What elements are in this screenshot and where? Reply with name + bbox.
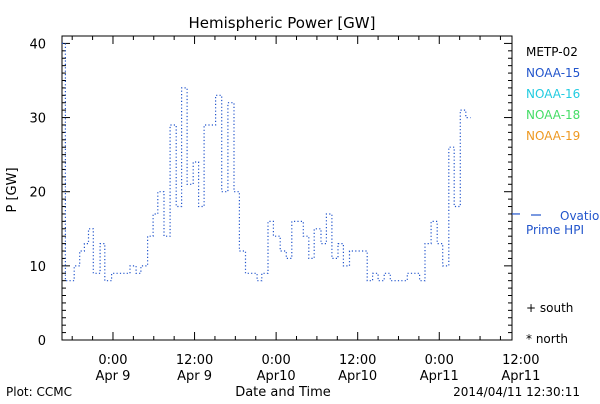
chart-title: Hemispheric Power [GW] [189, 14, 376, 32]
x-tick-label: 0:00 [262, 353, 291, 368]
x-tick-date-label: Apr 9 [177, 369, 212, 384]
y-tick-label: 40 [29, 37, 46, 52]
x-tick-date-label: Apr11 [420, 369, 459, 384]
y-axis-label: P [GW] [5, 167, 20, 212]
y-tick-label: 10 [29, 260, 46, 275]
y-tick-label: 20 [29, 186, 46, 201]
y-tick-label: 0 [38, 334, 46, 349]
x-tick-date-label: Apr10 [257, 369, 296, 384]
y-tick-label: 30 [29, 112, 46, 127]
legend-entry: METP-02 [526, 45, 578, 59]
legend-entry: NOAA-15 [526, 66, 580, 80]
series-line-ovation-prime-hpi [62, 42, 471, 282]
x-axis-label: Date and Time [235, 385, 331, 400]
footer-timestamp: 2014/04/11 12:30:11 [453, 385, 580, 399]
legend-north: * north [526, 332, 568, 346]
legend-entry: NOAA-18 [526, 108, 580, 122]
x-tick-date-label: Apr 9 [96, 369, 131, 384]
legend-south: + south [526, 301, 573, 315]
x-tick-label: 12:00 [176, 353, 213, 368]
x-tick-date-label: Apr11 [501, 369, 540, 384]
current-value-label-1: Ovation [560, 209, 600, 223]
x-tick-label: 0:00 [98, 353, 127, 368]
footer-source: Plot: CCMC [6, 385, 72, 399]
x-tick-label: 12:00 [339, 353, 376, 368]
x-tick-date-label: Apr10 [338, 369, 377, 384]
x-tick-label: 12:00 [502, 353, 539, 368]
legend-entry: NOAA-19 [526, 129, 580, 143]
x-tick-label: 0:00 [425, 353, 454, 368]
plot-frame [61, 35, 513, 341]
current-value-label-2: Prime HPI [526, 223, 584, 237]
legend-entry: NOAA-16 [526, 87, 580, 101]
